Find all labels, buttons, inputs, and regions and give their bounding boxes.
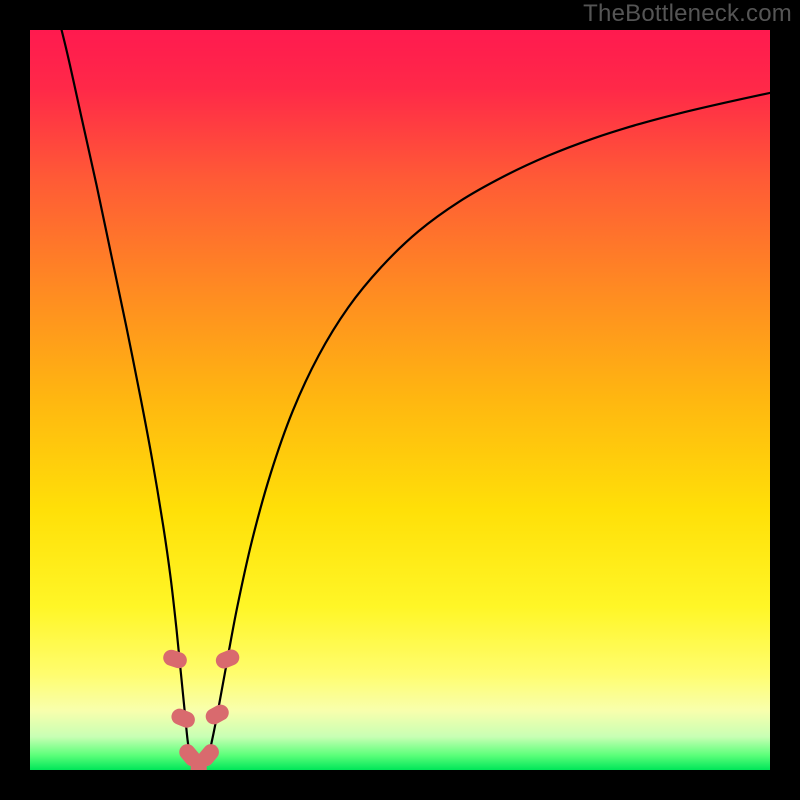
figure-root: TheBottleneck.com: [0, 0, 800, 800]
watermark-text: TheBottleneck.com: [583, 0, 792, 28]
plot-area: [30, 30, 770, 770]
bottleneck-chart: [30, 30, 770, 770]
